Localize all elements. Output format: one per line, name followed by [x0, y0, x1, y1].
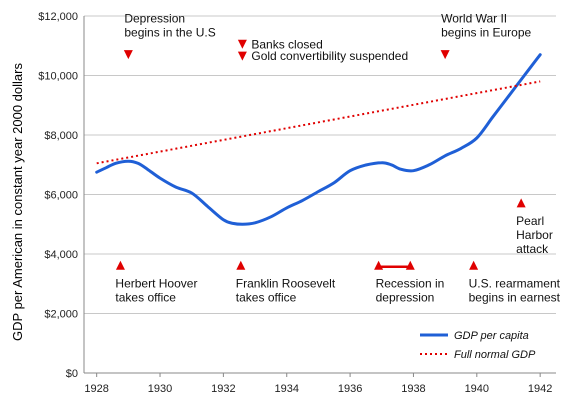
y-tick-label: $10,000: [38, 71, 78, 83]
annotation-text: begins in Europe: [441, 26, 531, 40]
event-marker-up: [516, 198, 526, 208]
series-line-full-normal-gdp: [96, 80, 541, 165]
x-tick-label: 1938: [401, 383, 425, 395]
annotation-text: Herbert Hoover: [115, 276, 197, 290]
event-marker-up: [374, 260, 384, 270]
annotation-text: Banks closed: [251, 37, 322, 51]
y-axis-label: GDP per American in constant year 2000 d…: [10, 63, 25, 341]
annotation-text: Gold convertibility suspended: [251, 49, 408, 63]
annotation-text: takes office: [115, 290, 176, 304]
x-tick-label: 1928: [84, 383, 108, 395]
annotation-text: begins in earnest: [469, 290, 561, 304]
event-marker-up: [236, 260, 246, 270]
axes: [83, 16, 556, 377]
y-tick-label: $2,000: [44, 309, 78, 321]
x-tick-label: 1930: [148, 383, 172, 395]
legend-label-gdp: GDP per capita: [454, 330, 529, 342]
y-tick-label: $0: [66, 368, 78, 380]
y-tick-label: $6,000: [44, 190, 78, 202]
annotation-text: Pearl: [516, 214, 544, 228]
x-tick-label: 1932: [211, 383, 235, 395]
annotation-text: U.S. rearmament: [469, 276, 561, 290]
event-marker-down: [440, 50, 450, 60]
annotation-text: Franklin Roosevelt: [236, 276, 336, 290]
event-marker-up: [469, 260, 479, 270]
annotation-text: attack: [516, 242, 549, 256]
y-tick-label: $12,000: [38, 11, 78, 23]
series-layer: [95, 53, 542, 226]
y-tick-label: $4,000: [44, 249, 78, 261]
annotation-text: begins in the U.S: [124, 26, 215, 40]
event-marker-down: [237, 39, 247, 49]
series-line-gdp-per-capita: [95, 53, 542, 226]
x-tick-label: 1934: [274, 383, 298, 395]
tick-labels: $0 $2,000 $4,000 $6,000 $8,000 $10,000 $12,000…: [38, 11, 552, 395]
legend: GDP per capita Full normal GDP: [420, 330, 536, 361]
y-tick-label: $8,000: [44, 130, 78, 142]
event-marker-down: [237, 51, 247, 61]
annotation-text: Harbor: [516, 228, 553, 242]
annotation-text: World War II: [441, 12, 507, 26]
event-marker-down: [123, 50, 133, 60]
annotation-text: takes office: [236, 290, 297, 304]
annotation-text: depression: [376, 290, 435, 304]
annotation-text: Depression: [124, 12, 185, 26]
x-tick-label: 1936: [338, 383, 362, 395]
x-tick-label: 1942: [528, 383, 552, 395]
event-marker-up: [405, 260, 415, 270]
legend-label-normal: Full normal GDP: [454, 349, 536, 361]
grid-lines: [84, 15, 556, 374]
x-tick-label: 1940: [465, 383, 489, 395]
event-marker-up: [115, 260, 125, 270]
annotation-text: Recession in: [376, 276, 445, 290]
